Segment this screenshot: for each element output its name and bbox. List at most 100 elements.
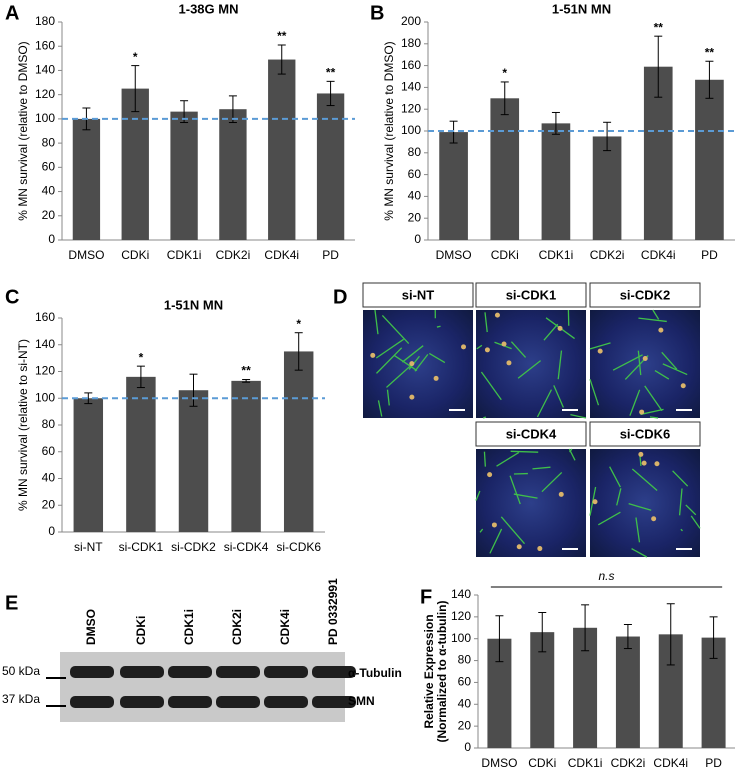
blot-band <box>70 666 114 678</box>
panel-letter: A <box>5 2 19 24</box>
y-tick-label: 0 <box>414 232 421 246</box>
y-tick-label: 100 <box>35 390 55 404</box>
x-tick-label: PD <box>701 248 718 262</box>
blot-band <box>168 666 212 678</box>
cell-body <box>643 356 648 361</box>
y-tick-label: 100 <box>35 111 55 125</box>
x-tick-label: PD <box>705 756 722 770</box>
band-label: α-Tubulin <box>348 666 402 680</box>
significance-label: ** <box>241 364 251 378</box>
y-tick-label: 20 <box>458 718 472 732</box>
y-tick-label: 40 <box>42 184 56 198</box>
chart-title: 1-51N MN <box>164 297 223 312</box>
neurite <box>484 452 485 467</box>
cell-body <box>651 516 656 521</box>
bar <box>695 80 724 240</box>
micrograph <box>476 449 586 557</box>
significance-label: ** <box>326 66 336 80</box>
x-tick-label: si-CDK6 <box>276 540 321 554</box>
y-axis-label: (Normalized to α-tubulin) <box>435 600 449 742</box>
y-axis-label: % MN survival (relative to DMSO) <box>382 41 396 220</box>
y-tick-label: 160 <box>35 38 55 52</box>
significance-label: * <box>296 317 301 331</box>
y-tick-label: 140 <box>35 337 55 351</box>
cell-body <box>502 342 507 347</box>
y-tick-label: 60 <box>42 444 56 458</box>
y-tick-label: 20 <box>408 210 422 224</box>
lane-label: CDK4i <box>278 609 292 645</box>
x-tick-label: CDK2i <box>590 248 625 262</box>
significance-label: * <box>502 66 507 80</box>
cell-body <box>642 461 647 466</box>
blot-band <box>70 696 114 708</box>
cell-body <box>638 452 643 457</box>
chart-title: 1-51N MN <box>552 1 611 16</box>
significance-label: ** <box>277 29 287 43</box>
x-tick-label: CDK2i <box>611 756 646 770</box>
marker-label: 37 kDa <box>2 692 40 706</box>
panel-letter: F <box>420 586 432 608</box>
cell-body <box>495 313 500 318</box>
bar <box>231 381 260 532</box>
panel-letter: B <box>370 2 384 24</box>
blot-band <box>264 696 308 708</box>
cell-body <box>485 347 490 352</box>
cell-body <box>658 328 663 333</box>
x-tick-label: CDK1i <box>568 756 603 770</box>
cell-body <box>370 353 375 358</box>
y-tick-label: 60 <box>42 160 56 174</box>
chart-title: 1-38G MN <box>179 1 239 16</box>
bar <box>73 119 100 240</box>
y-tick-label: 60 <box>458 675 472 689</box>
y-tick-label: 0 <box>48 232 55 246</box>
y-tick-label: 0 <box>464 740 471 754</box>
y-tick-label: 60 <box>408 167 422 181</box>
cell-body <box>598 349 603 354</box>
x-tick-label: DMSO <box>481 756 517 770</box>
y-tick-label: 80 <box>458 653 472 667</box>
cell-body <box>434 376 439 381</box>
bar <box>219 109 246 240</box>
tile-label: si-CDK2 <box>620 287 671 302</box>
marker-label: 50 kDa <box>2 664 40 678</box>
tile-label: si-CDK6 <box>620 426 671 441</box>
y-tick-label: 40 <box>42 471 56 485</box>
blot-band <box>120 696 164 708</box>
cell-body <box>409 395 414 400</box>
y-tick-label: 140 <box>35 63 55 77</box>
blot-band <box>216 666 260 678</box>
bar <box>490 98 519 240</box>
x-tick-label: si-NT <box>74 540 103 554</box>
blot-band <box>168 696 212 708</box>
y-axis-label: % MN survival (relative to DMSO) <box>16 41 30 220</box>
cell-body <box>593 499 598 504</box>
cell-body <box>461 344 466 349</box>
lane-label: DMSO <box>84 609 98 645</box>
blot-band <box>120 666 164 678</box>
y-axis-label: Relative Expression <box>422 614 436 728</box>
cell-body <box>517 544 522 549</box>
band-label: SMN <box>348 694 375 708</box>
bar <box>74 398 103 532</box>
cell-body <box>559 492 564 497</box>
y-tick-label: 0 <box>48 524 55 538</box>
y-axis-label: % MN survival (relative to si-NT) <box>16 339 30 511</box>
y-tick-label: 180 <box>35 14 55 28</box>
bar <box>268 60 295 240</box>
cell-body <box>492 522 497 527</box>
y-tick-label: 20 <box>42 208 56 222</box>
lane-label: CDK1i <box>182 609 196 645</box>
y-tick-label: 160 <box>401 58 421 72</box>
lane-label: PD 0332991 <box>326 578 340 645</box>
y-tick-label: 200 <box>401 14 421 28</box>
bar <box>170 112 197 240</box>
x-tick-label: DMSO <box>436 248 472 262</box>
x-tick-label: PD <box>322 248 339 262</box>
micrograph <box>476 310 586 418</box>
cell-body <box>639 410 644 415</box>
y-tick-label: 40 <box>458 696 472 710</box>
cell-body <box>558 326 563 331</box>
significance-label: ** <box>654 20 664 34</box>
x-tick-label: CDK1i <box>539 248 574 262</box>
